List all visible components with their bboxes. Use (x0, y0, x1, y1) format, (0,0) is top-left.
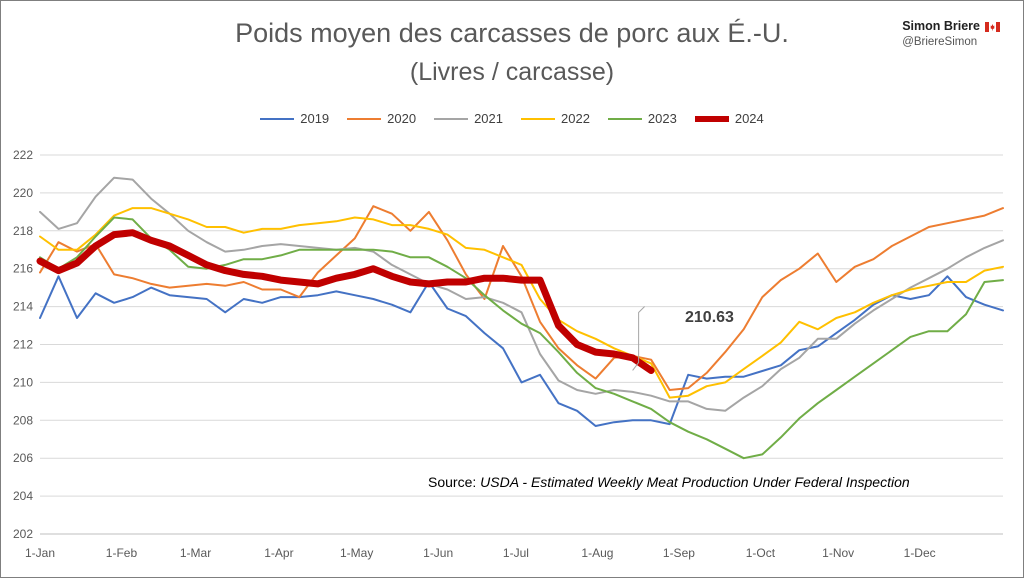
legend-item-2023: 2023 (607, 111, 677, 126)
chart-subtitle: (Livres / carcasse) (409, 58, 615, 86)
legend-swatch (607, 117, 642, 120)
x-tick-label: 1-Feb (106, 546, 138, 560)
legend-swatch (260, 117, 295, 120)
y-tick-label: 218 (13, 224, 33, 238)
legend-swatch (434, 117, 469, 120)
legend-swatch (347, 117, 382, 120)
x-tick-label: 1-Jul (503, 546, 529, 560)
series-line-2021 (39, 176, 1004, 412)
y-tick-label: 204 (13, 489, 33, 503)
legend-label: 2019 (300, 111, 330, 126)
y-tick-label: 208 (13, 413, 33, 427)
legend-item-2024: 2024 (694, 111, 764, 126)
series-line-2024 (36, 229, 655, 374)
annotation-leader-line (632, 306, 645, 371)
y-tick-label: 212 (13, 338, 33, 352)
series-line-2020 (39, 205, 1004, 391)
y-tick-label: 214 (13, 300, 33, 314)
x-tick-label: 1-Dec (904, 546, 936, 560)
x-tick-label: 1-Sep (663, 546, 695, 560)
legend-label: 2021 (474, 111, 503, 126)
source-text: USDA - Estimated Weekly Meat Production … (480, 474, 910, 490)
source-prefix: Source: (428, 474, 477, 490)
legend-item-2020: 2020 (347, 111, 416, 126)
chart-title: Poids moyen des carcasses de porc aux É.… (235, 18, 789, 48)
author-name: Simon Briere (902, 19, 980, 33)
y-tick-label: 206 (13, 451, 33, 465)
source-note: Source: USDA - Estimated Weekly Meat Pro… (428, 474, 910, 490)
x-tick-label: 1-Aug (581, 546, 613, 560)
series-line-2023 (39, 216, 1004, 460)
y-tick-label: 222 (13, 148, 33, 162)
y-tick-label: 220 (13, 186, 33, 200)
y-tick-label: 202 (13, 527, 33, 541)
y-tick-label: 216 (13, 262, 33, 276)
x-tick-label: 1-Oct (746, 546, 776, 560)
x-tick-label: 1-Apr (264, 546, 293, 560)
x-tick-label: 1-Mar (180, 546, 211, 560)
last-value-annotation: 210.63 (685, 309, 734, 326)
author-name-row: Simon Briere (902, 19, 1000, 33)
legend-label: 2020 (387, 111, 417, 126)
legend-swatch (694, 115, 729, 122)
y-tick-label: 210 (13, 375, 33, 389)
x-tick-label: 1-Jan (25, 546, 55, 560)
author-handle: @BriereSimon (902, 36, 978, 48)
canada-flag-icon (985, 21, 1000, 32)
legend-label: 2022 (561, 111, 590, 126)
x-tick-label: 1-Nov (822, 546, 854, 560)
legend-label: 2024 (734, 111, 764, 126)
legend-swatch (521, 117, 555, 120)
legend-item-2021: 2021 (434, 111, 503, 126)
author-badge: Simon Briere @BriereSimon (902, 19, 1000, 48)
x-tick-label: 1-May (340, 546, 373, 560)
legend-item-2022: 2022 (521, 111, 590, 126)
chart-legend: 2019 2020 2021 2022 2023 2024 (0, 111, 1024, 126)
legend-label: 2023 (647, 111, 677, 126)
x-tick-label: 1-Jun (423, 546, 453, 560)
series-line-2022 (39, 207, 1004, 399)
series-line-2019 (39, 275, 1004, 427)
legend-item-2019: 2019 (260, 111, 329, 126)
